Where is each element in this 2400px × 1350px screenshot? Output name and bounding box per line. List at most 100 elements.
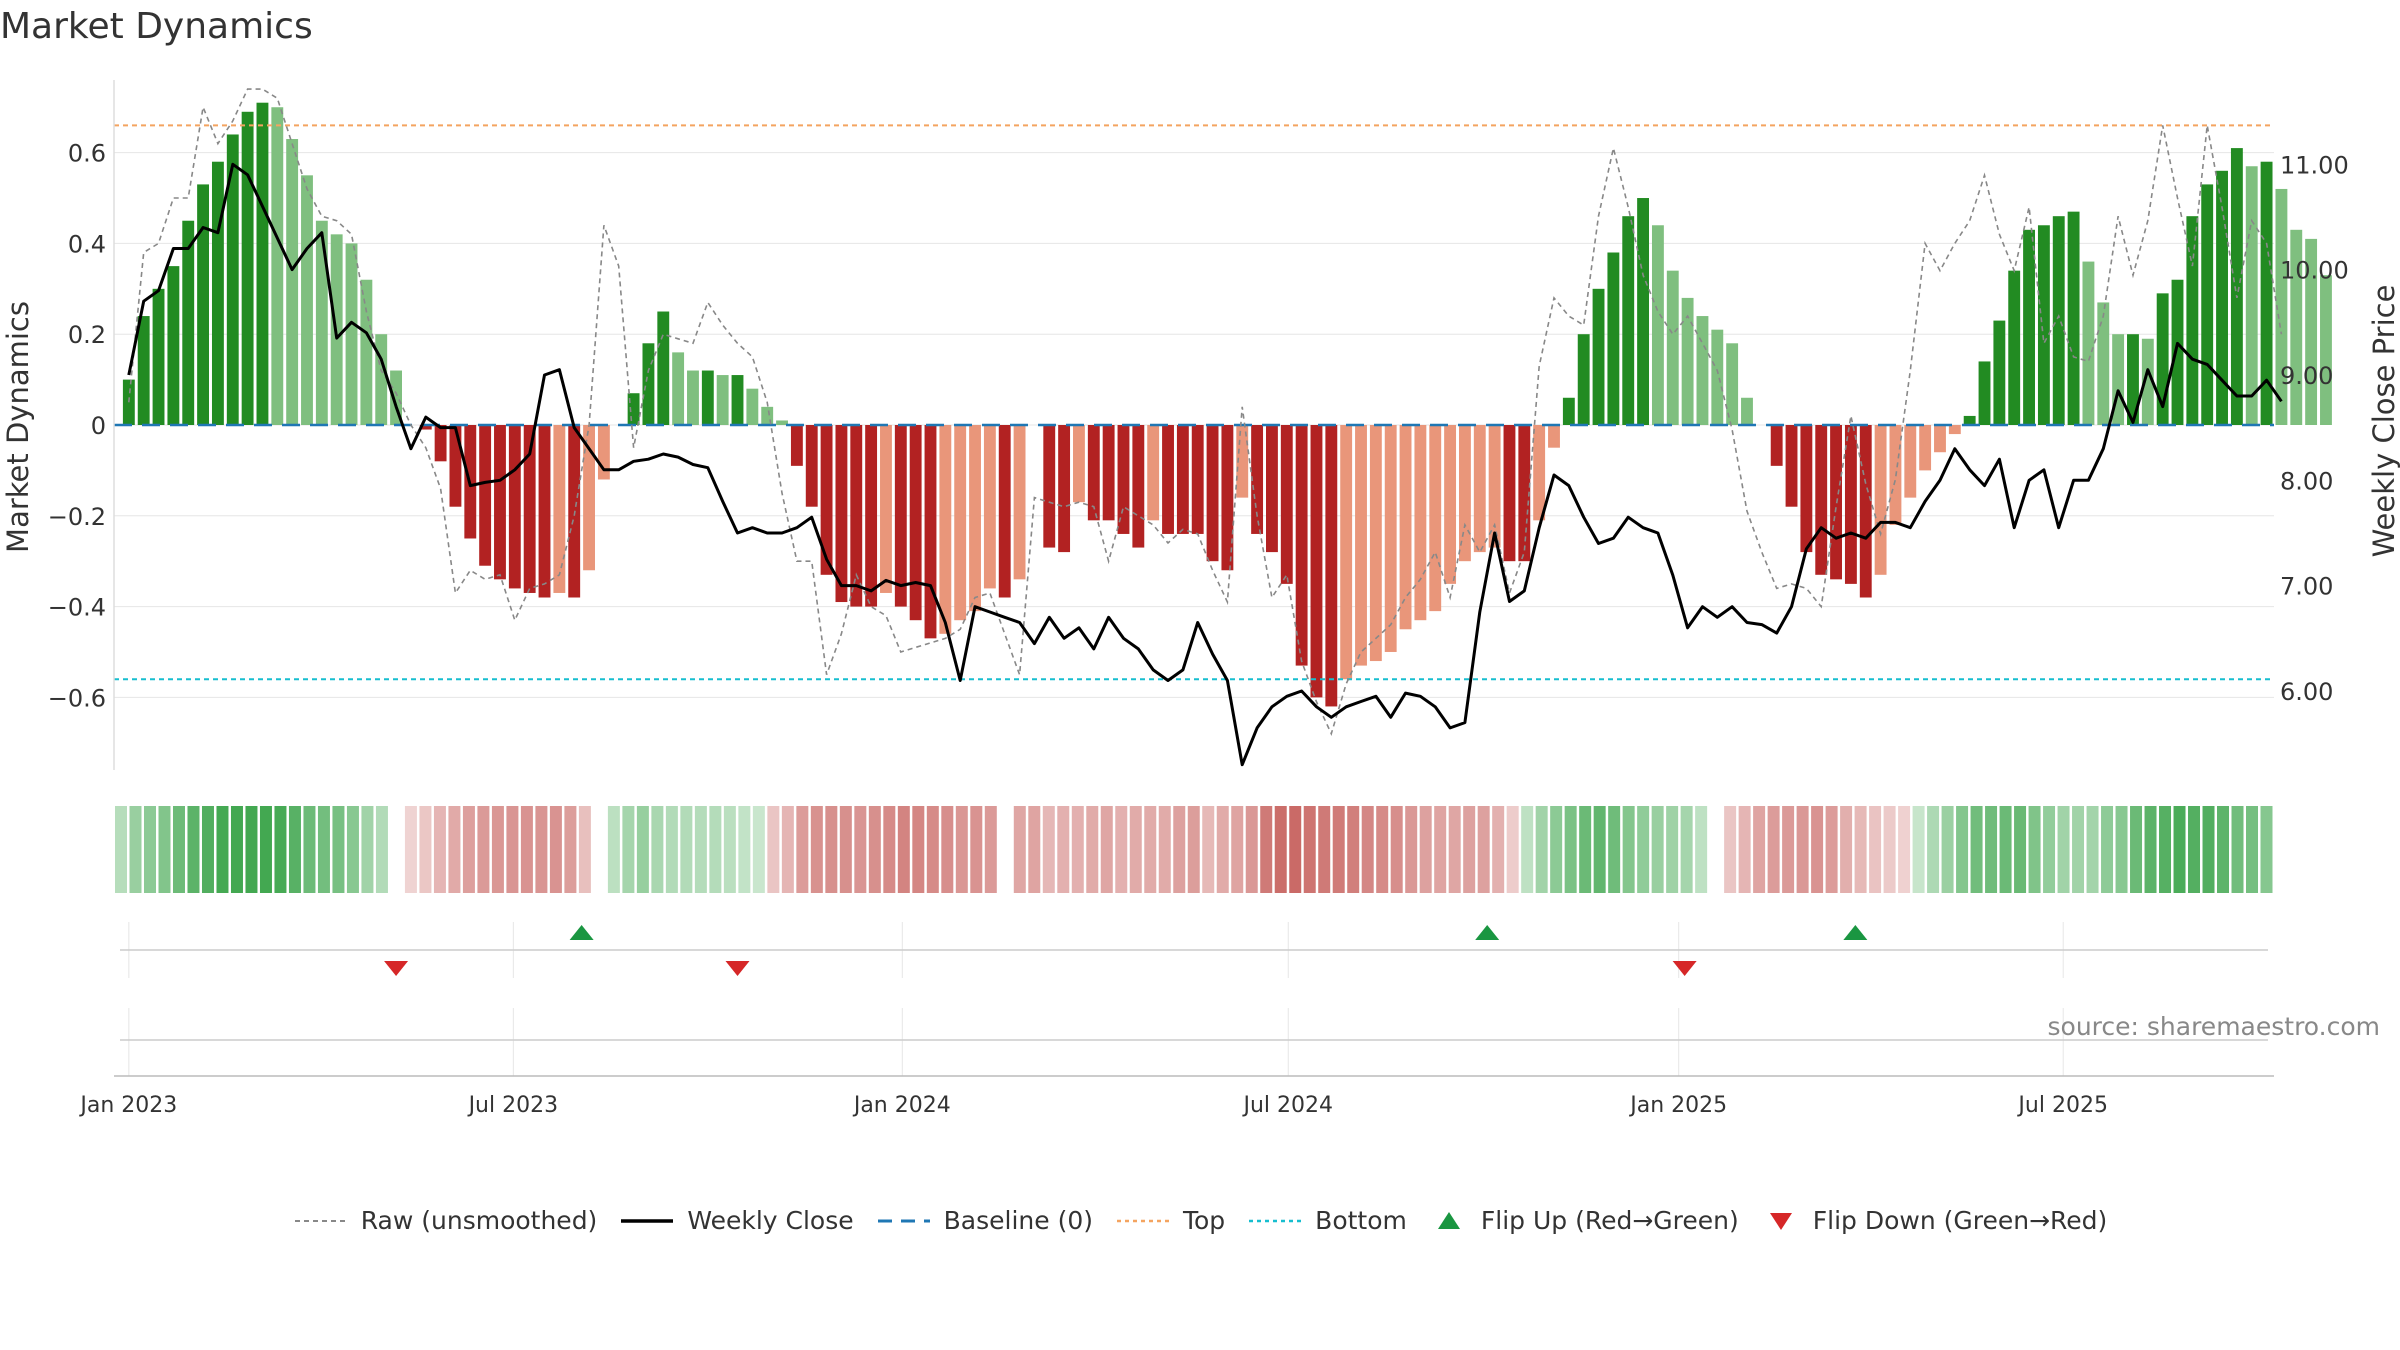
bar-week-4 [182, 220, 195, 425]
bar-week-20 [419, 425, 432, 430]
regime-cell-104 [1622, 806, 1635, 893]
bar-week-145 [2275, 188, 2288, 425]
regime-cell-95 [1492, 806, 1505, 893]
bar-week-21 [434, 425, 447, 462]
regime-cell-112 [1738, 806, 1751, 893]
bar-week-70 [1162, 425, 1174, 534]
regime-cell-4 [172, 806, 185, 893]
regime-cell-138 [2115, 806, 2128, 893]
bar-week-111 [1770, 425, 1783, 466]
legend-item-raw[interactable]: Raw (unsmoothed) [293, 1206, 597, 1235]
legend-bottom-line-icon [1249, 1219, 1302, 1222]
bar-week-67 [1117, 425, 1130, 534]
bar-week-73 [1206, 425, 1219, 562]
bar-week-108 [1726, 343, 1739, 425]
xtick-label-0: Jan 2023 [78, 1093, 177, 1118]
legend-item-bottom[interactable]: Bottom [1247, 1206, 1407, 1235]
regime-cell-78 [1245, 806, 1258, 893]
legend-item-flip-up[interactable]: Flip Up (Red→Green) [1429, 1206, 1739, 1235]
legend-baseline-line-icon [877, 1219, 930, 1222]
regime-cell-46 [781, 806, 794, 893]
bar-week-136 [2141, 338, 2154, 425]
regime-cell-73 [1173, 806, 1186, 893]
bar-week-64 [1073, 425, 1085, 503]
ytick-right-label-1: 10.00 [2280, 257, 2349, 285]
regime-cell-14 [317, 806, 330, 893]
bar-week-35 [642, 343, 655, 425]
regime-cell-83 [1318, 806, 1331, 893]
bar-week-57 [969, 425, 981, 612]
bar-week-82 [1340, 425, 1353, 680]
bar-week-37 [672, 352, 685, 425]
bar-week-120 [1904, 425, 1917, 498]
bar-week-133 [2097, 302, 2110, 425]
ytick-left-label-2: 0.2 [68, 321, 106, 349]
regime-cell-147 [2246, 806, 2259, 893]
regime-cell-124 [1912, 806, 1925, 893]
bar-week-71 [1176, 425, 1189, 534]
flip-down-marker-2 [1672, 961, 1697, 976]
bar-week-79 [1295, 425, 1308, 666]
ytick-right-label-0: 11.00 [2280, 151, 2349, 179]
bar-week-87 [1414, 425, 1427, 621]
bar-week-32 [597, 425, 610, 480]
regime-cell-41 [709, 806, 722, 893]
regime-cell-99 [1550, 806, 1563, 893]
bar-week-81 [1325, 425, 1338, 707]
dynamics-bars [122, 102, 2332, 707]
legend-item-top[interactable]: Top [1115, 1206, 1225, 1235]
regime-cell-94 [1477, 806, 1490, 893]
legend-item-baseline[interactable]: Baseline (0) [876, 1206, 1093, 1235]
bar-week-3 [167, 266, 180, 425]
regime-cell-103 [1608, 806, 1621, 893]
xtick-label-5: Jul 2025 [2016, 1093, 2108, 1118]
axes: 0.6 0.4 0.2 0 −0.2 −0.4 −0.6 11.00 10.00 9.00 8.00… [1, 80, 2400, 1118]
bar-week-39 [701, 370, 714, 425]
regime-cell-60 [984, 806, 997, 893]
regime-cell-65 [1057, 806, 1070, 893]
legend-item-close[interactable]: Weekly Close [619, 1206, 854, 1235]
bar-week-114 [1815, 425, 1828, 575]
bar-week-83 [1355, 425, 1367, 666]
bar-week-68 [1132, 425, 1145, 548]
bar-week-128 [2023, 229, 2035, 425]
regime-cell-25 [477, 806, 490, 893]
regime-cell-3 [158, 806, 171, 893]
regime-cell-74 [1187, 806, 1200, 893]
bar-week-25 [494, 425, 506, 580]
regime-cell-45 [767, 806, 780, 893]
bar-week-105 [1681, 297, 1694, 425]
regime-cell-121 [1869, 806, 1882, 893]
regime-cell-18 [375, 806, 388, 893]
ytick-left-label-0: 0.6 [68, 140, 106, 168]
regime-cell-54 [897, 806, 910, 893]
regime-cell-67 [1086, 806, 1099, 893]
bar-week-2 [152, 288, 165, 425]
bar-week-148 [2320, 275, 2332, 425]
regime-cell-139 [2130, 806, 2143, 893]
regime-strip [115, 806, 2273, 893]
bar-week-139 [2186, 216, 2199, 425]
bar-week-29 [553, 425, 566, 593]
legend-item-flip-down[interactable]: Flip Down (Green→Red) [1761, 1206, 2107, 1235]
regime-cell-71 [1144, 806, 1157, 893]
bar-week-51 [880, 425, 892, 593]
regime-cell-72 [1158, 806, 1171, 893]
bar-week-122 [1934, 425, 1946, 453]
bar-week-48 [835, 425, 848, 603]
regime-cell-26 [491, 806, 504, 893]
bar-week-117 [1859, 425, 1872, 598]
weekly-close-line [127, 162, 2283, 767]
bar-week-56 [954, 425, 967, 621]
bar-week-129 [2037, 225, 2050, 425]
reference-lines [114, 124, 2274, 681]
regime-cell-10 [259, 806, 272, 893]
regime-cell-146 [2231, 806, 2244, 893]
bar-week-132 [2082, 261, 2095, 425]
bar-week-44 [776, 420, 788, 425]
regime-cell-108 [1680, 806, 1693, 893]
regime-cell-76 [1216, 806, 1229, 893]
regime-cell-148 [2260, 806, 2273, 893]
ytick-right-label-4: 7.00 [2280, 573, 2333, 601]
